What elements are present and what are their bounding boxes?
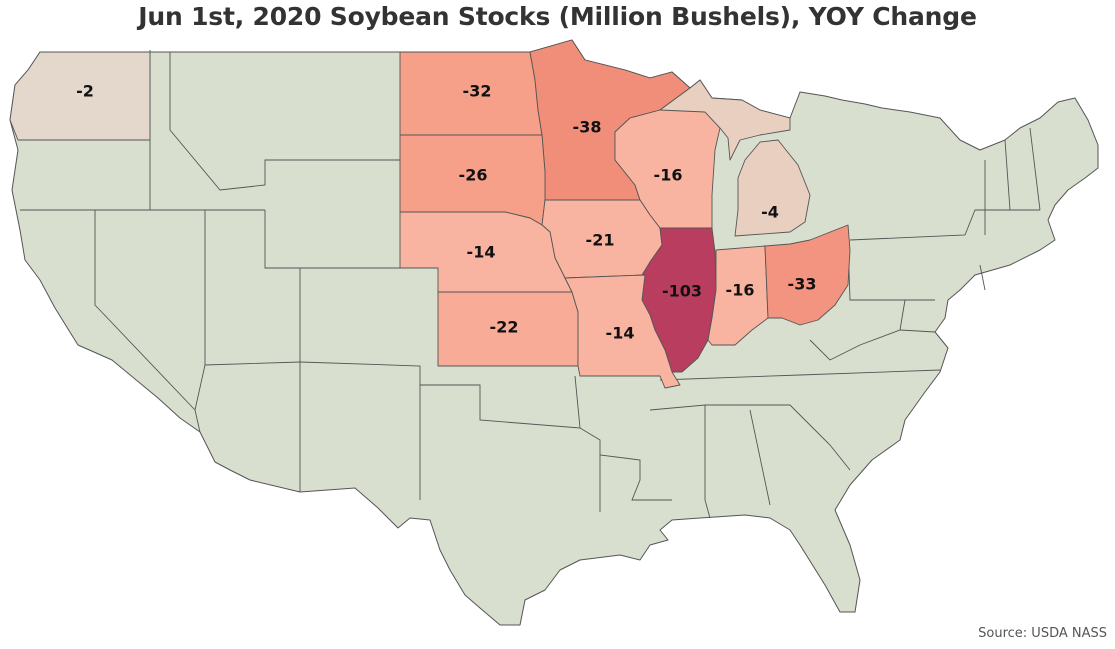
label-missouri: -14 bbox=[606, 324, 635, 343]
label-ohio: -33 bbox=[788, 275, 817, 294]
state-michigan bbox=[659, 79, 811, 237]
label-nebraska: -14 bbox=[467, 243, 496, 262]
label-wisconsin: -16 bbox=[654, 166, 683, 185]
state-nebraska bbox=[399, 211, 573, 293]
state-missouri bbox=[564, 274, 681, 389]
state-ohio bbox=[764, 224, 851, 326]
label-indiana: -16 bbox=[726, 281, 755, 300]
label-minnesota: -38 bbox=[573, 118, 602, 137]
label-south-dakota: -26 bbox=[459, 166, 488, 185]
label-iowa: -21 bbox=[586, 231, 615, 250]
label-illinois: -103 bbox=[662, 282, 702, 301]
state-washington bbox=[9, 51, 151, 141]
label-washington: -2 bbox=[76, 82, 94, 101]
label-michigan: -4 bbox=[761, 203, 779, 222]
label-kansas: -22 bbox=[490, 318, 519, 337]
label-north-dakota: -32 bbox=[463, 82, 492, 101]
state-borders bbox=[18, 50, 1041, 519]
source-note: Source: USDA NASS bbox=[978, 626, 1107, 641]
chart-title: Jun 1st, 2020 Soybean Stocks (Million Bu… bbox=[138, 2, 977, 31]
